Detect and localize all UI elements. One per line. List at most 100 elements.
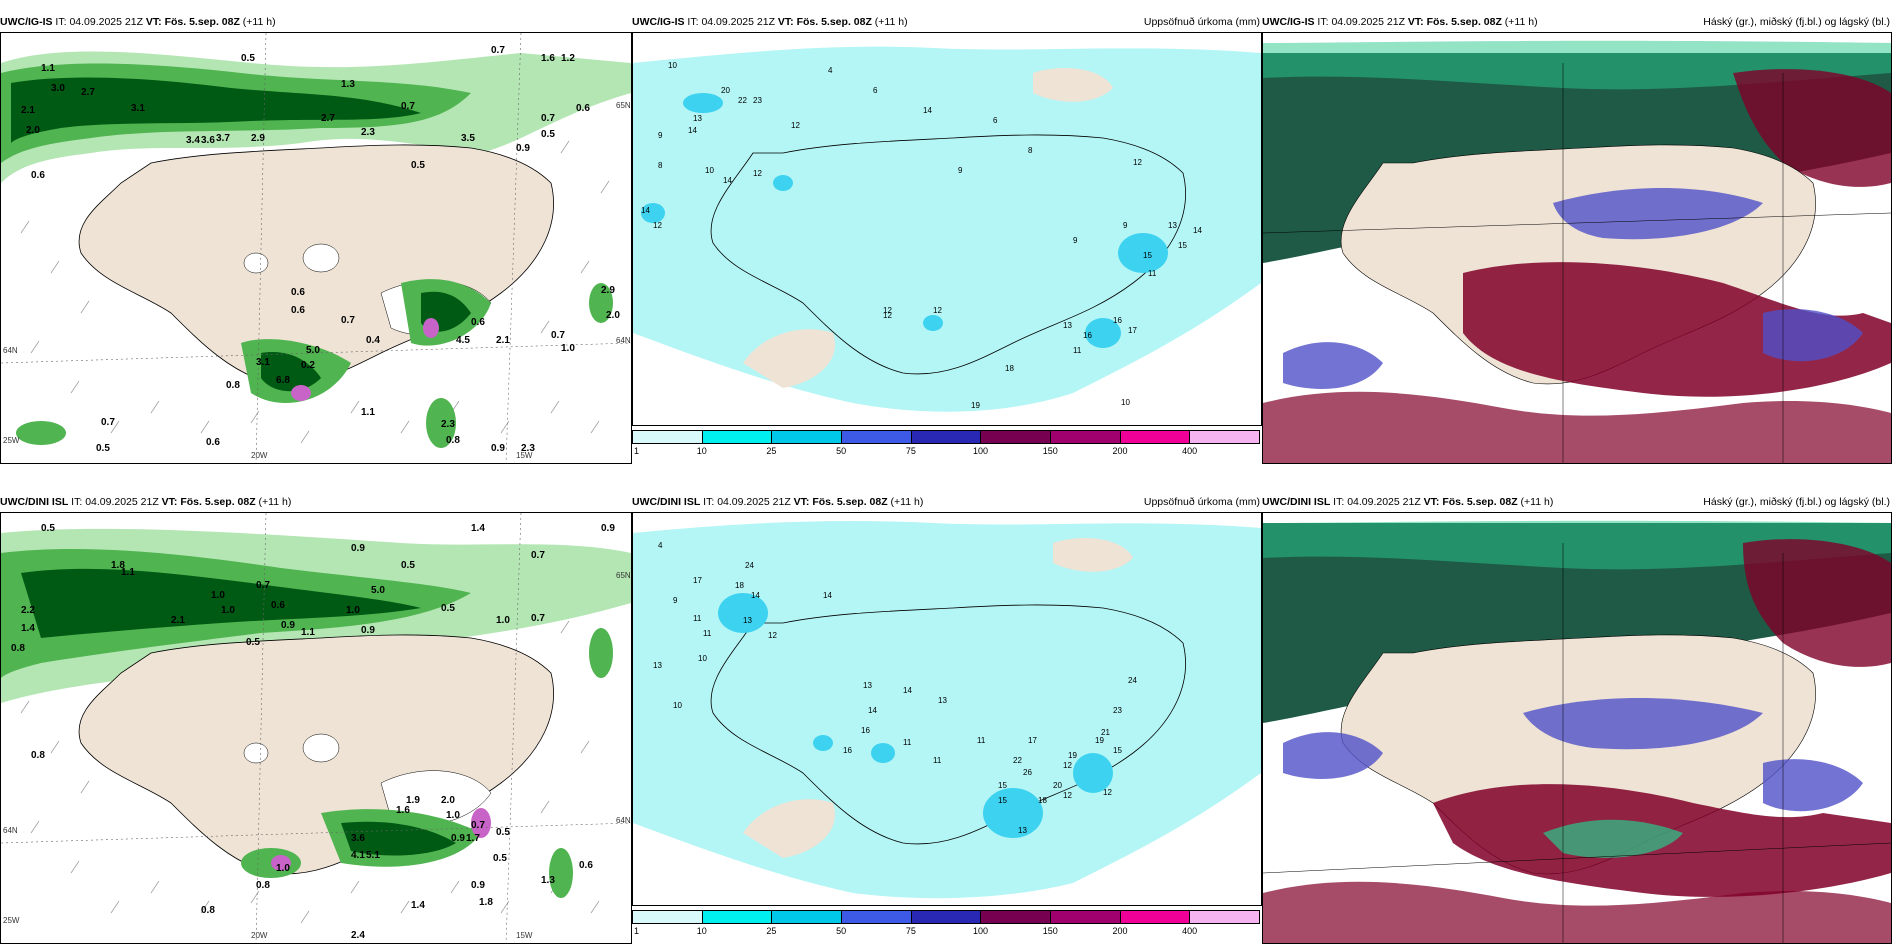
value-label: 12 <box>933 306 942 315</box>
value-label: 3.5 <box>461 133 475 144</box>
value-label: 16 <box>1083 331 1092 340</box>
map-accum-precip: 10 4 6 20 22 23 12 14 13 9 8 10 12 14 14… <box>633 33 1261 425</box>
colorbar-swatch <box>842 911 912 923</box>
value-label: 15 <box>1113 746 1122 755</box>
value-label: 11 <box>1073 346 1082 355</box>
value-label: 1.0 <box>496 615 510 626</box>
colorbar-label: 100 <box>973 446 989 456</box>
value-label: 0.7 <box>341 315 355 326</box>
value-label: 16 <box>861 726 870 735</box>
value-label: 19 <box>1068 751 1077 760</box>
value-label: 23 <box>753 96 762 105</box>
value-label: 6 <box>993 116 998 125</box>
colorbar-label: 400 <box>1182 446 1198 456</box>
value-label: 0.9 <box>471 880 485 891</box>
colorbar-label: 150 <box>1042 926 1058 936</box>
colorbar-label: 200 <box>1112 446 1128 456</box>
value-label: 0.7 <box>491 45 505 56</box>
colorbar-swatch <box>633 431 703 443</box>
colorbar-swatch <box>702 431 773 443</box>
value-label: 1.0 <box>346 605 360 616</box>
value-label: 1.4 <box>471 523 485 534</box>
value-label: 17 <box>1128 326 1137 335</box>
value-label: 0.5 <box>401 560 415 571</box>
map-frame <box>1262 512 1892 944</box>
value-label: 12 <box>1063 761 1072 770</box>
value-label: 22 <box>738 96 747 105</box>
colorbar-swatch <box>981 911 1052 923</box>
value-label: 19 <box>971 401 980 410</box>
colorbar-label: 75 <box>905 926 916 936</box>
panel-row1-wind-precip: UWC/IG-IS IT: 04.09.2025 21Z VT: Fös. 5.… <box>0 12 632 464</box>
axis-label: 25W <box>3 436 20 445</box>
value-label: 13 <box>693 114 702 123</box>
value-label: 8 <box>1028 146 1033 155</box>
value-label: 0.5 <box>41 523 55 534</box>
colorbar-swatch <box>772 911 843 923</box>
axis-label: 65N <box>616 571 631 580</box>
value-label: 13 <box>743 616 752 625</box>
value-label: 11 <box>977 736 986 745</box>
value-label: 21 <box>1101 728 1110 737</box>
colorbar-swatch <box>1120 911 1191 923</box>
colorbar-swatch <box>842 431 912 443</box>
map-frame: 4 24 17 18 14 9 10 13 11 12 13 11 14 14 … <box>632 512 1262 906</box>
panel-row2-cloud-cover: UWC/DINI ISL IT: 04.09.2025 21Z VT: Fös.… <box>1262 492 1892 944</box>
colorbar-label: 150 <box>1042 446 1058 456</box>
panel-header: UWC/DINI ISL IT: 04.09.2025 21Z VT: Fös.… <box>1262 496 1554 508</box>
map-accum-precip: 4 24 17 18 14 9 10 13 11 12 13 11 14 14 … <box>633 513 1261 905</box>
panel-header: UWC/IG-IS IT: 04.09.2025 21Z VT: Fös. 5.… <box>1262 16 1538 28</box>
value-label: 0.9 <box>491 443 505 454</box>
panel-row2-accum-precip: UWC/DINI ISL IT: 04.09.2025 21Z VT: Fös.… <box>632 492 1262 944</box>
colorbar-swatch <box>911 911 982 923</box>
value-label: 24 <box>745 561 754 570</box>
value-label: 1.0 <box>446 810 460 821</box>
value-label: 2.3 <box>361 127 375 138</box>
value-label: 15 <box>1143 251 1152 260</box>
value-label: 15 <box>998 796 1007 805</box>
colorbar: 1 10 25 50 75 100 150 200 400 <box>632 430 1260 462</box>
value-label: 1.0 <box>276 863 290 874</box>
value-label: 14 <box>641 206 650 215</box>
value-label: 0.5 <box>441 603 455 614</box>
value-label: 2.9 <box>251 133 265 144</box>
value-label: 11 <box>693 614 702 623</box>
value-label: 1.1 <box>41 63 55 74</box>
value-label: 12 <box>1103 788 1112 797</box>
value-label: 13 <box>938 696 947 705</box>
value-label: 13 <box>863 681 872 690</box>
panel-title: Háský (gr.), miðský (fj.bl.) og lágský (… <box>1703 16 1890 28</box>
colorbar-swatch <box>702 911 773 923</box>
value-label: 9 <box>673 596 678 605</box>
value-label: 0.7 <box>531 550 545 561</box>
value-label: 17 <box>1028 736 1037 745</box>
value-label: 23 <box>1113 706 1122 715</box>
value-label: 14 <box>723 176 732 185</box>
value-label: 1.9 <box>406 795 420 806</box>
value-label: 1.7 <box>466 833 480 844</box>
value-label: 1.4 <box>411 900 425 911</box>
value-label: 1.0 <box>221 605 235 616</box>
value-label: 26 <box>1023 768 1032 777</box>
value-label: 12 <box>791 121 800 130</box>
axis-label: 65N <box>616 101 631 110</box>
value-label: 5.0 <box>371 585 385 596</box>
value-label: 0.2 <box>301 360 315 371</box>
value-label: 0.6 <box>576 103 590 114</box>
colorbar-label: 10 <box>696 926 707 936</box>
value-label: 0.9 <box>601 523 615 534</box>
value-label: 0.8 <box>31 750 45 761</box>
value-label: 0.5 <box>241 53 255 64</box>
colorbar-label: 10 <box>696 446 707 456</box>
value-label: 11 <box>933 756 942 765</box>
value-label: 10 <box>668 61 677 70</box>
precip-values: 0.5 1.4 0.9 0.9 0.7 1.8 1.1 1.0 0.7 0.6 … <box>11 523 615 941</box>
colorbar-swatch <box>772 431 843 443</box>
value-label: 9 <box>1073 236 1078 245</box>
panel-title: Uppsöfnuð úrkoma (mm) <box>1143 496 1260 508</box>
value-label: 18 <box>1038 796 1047 805</box>
value-label: 12 <box>1133 158 1142 167</box>
value-label: 0.6 <box>471 317 485 328</box>
colorbar-label: 400 <box>1182 926 1198 936</box>
value-label: 12 <box>1063 791 1072 800</box>
